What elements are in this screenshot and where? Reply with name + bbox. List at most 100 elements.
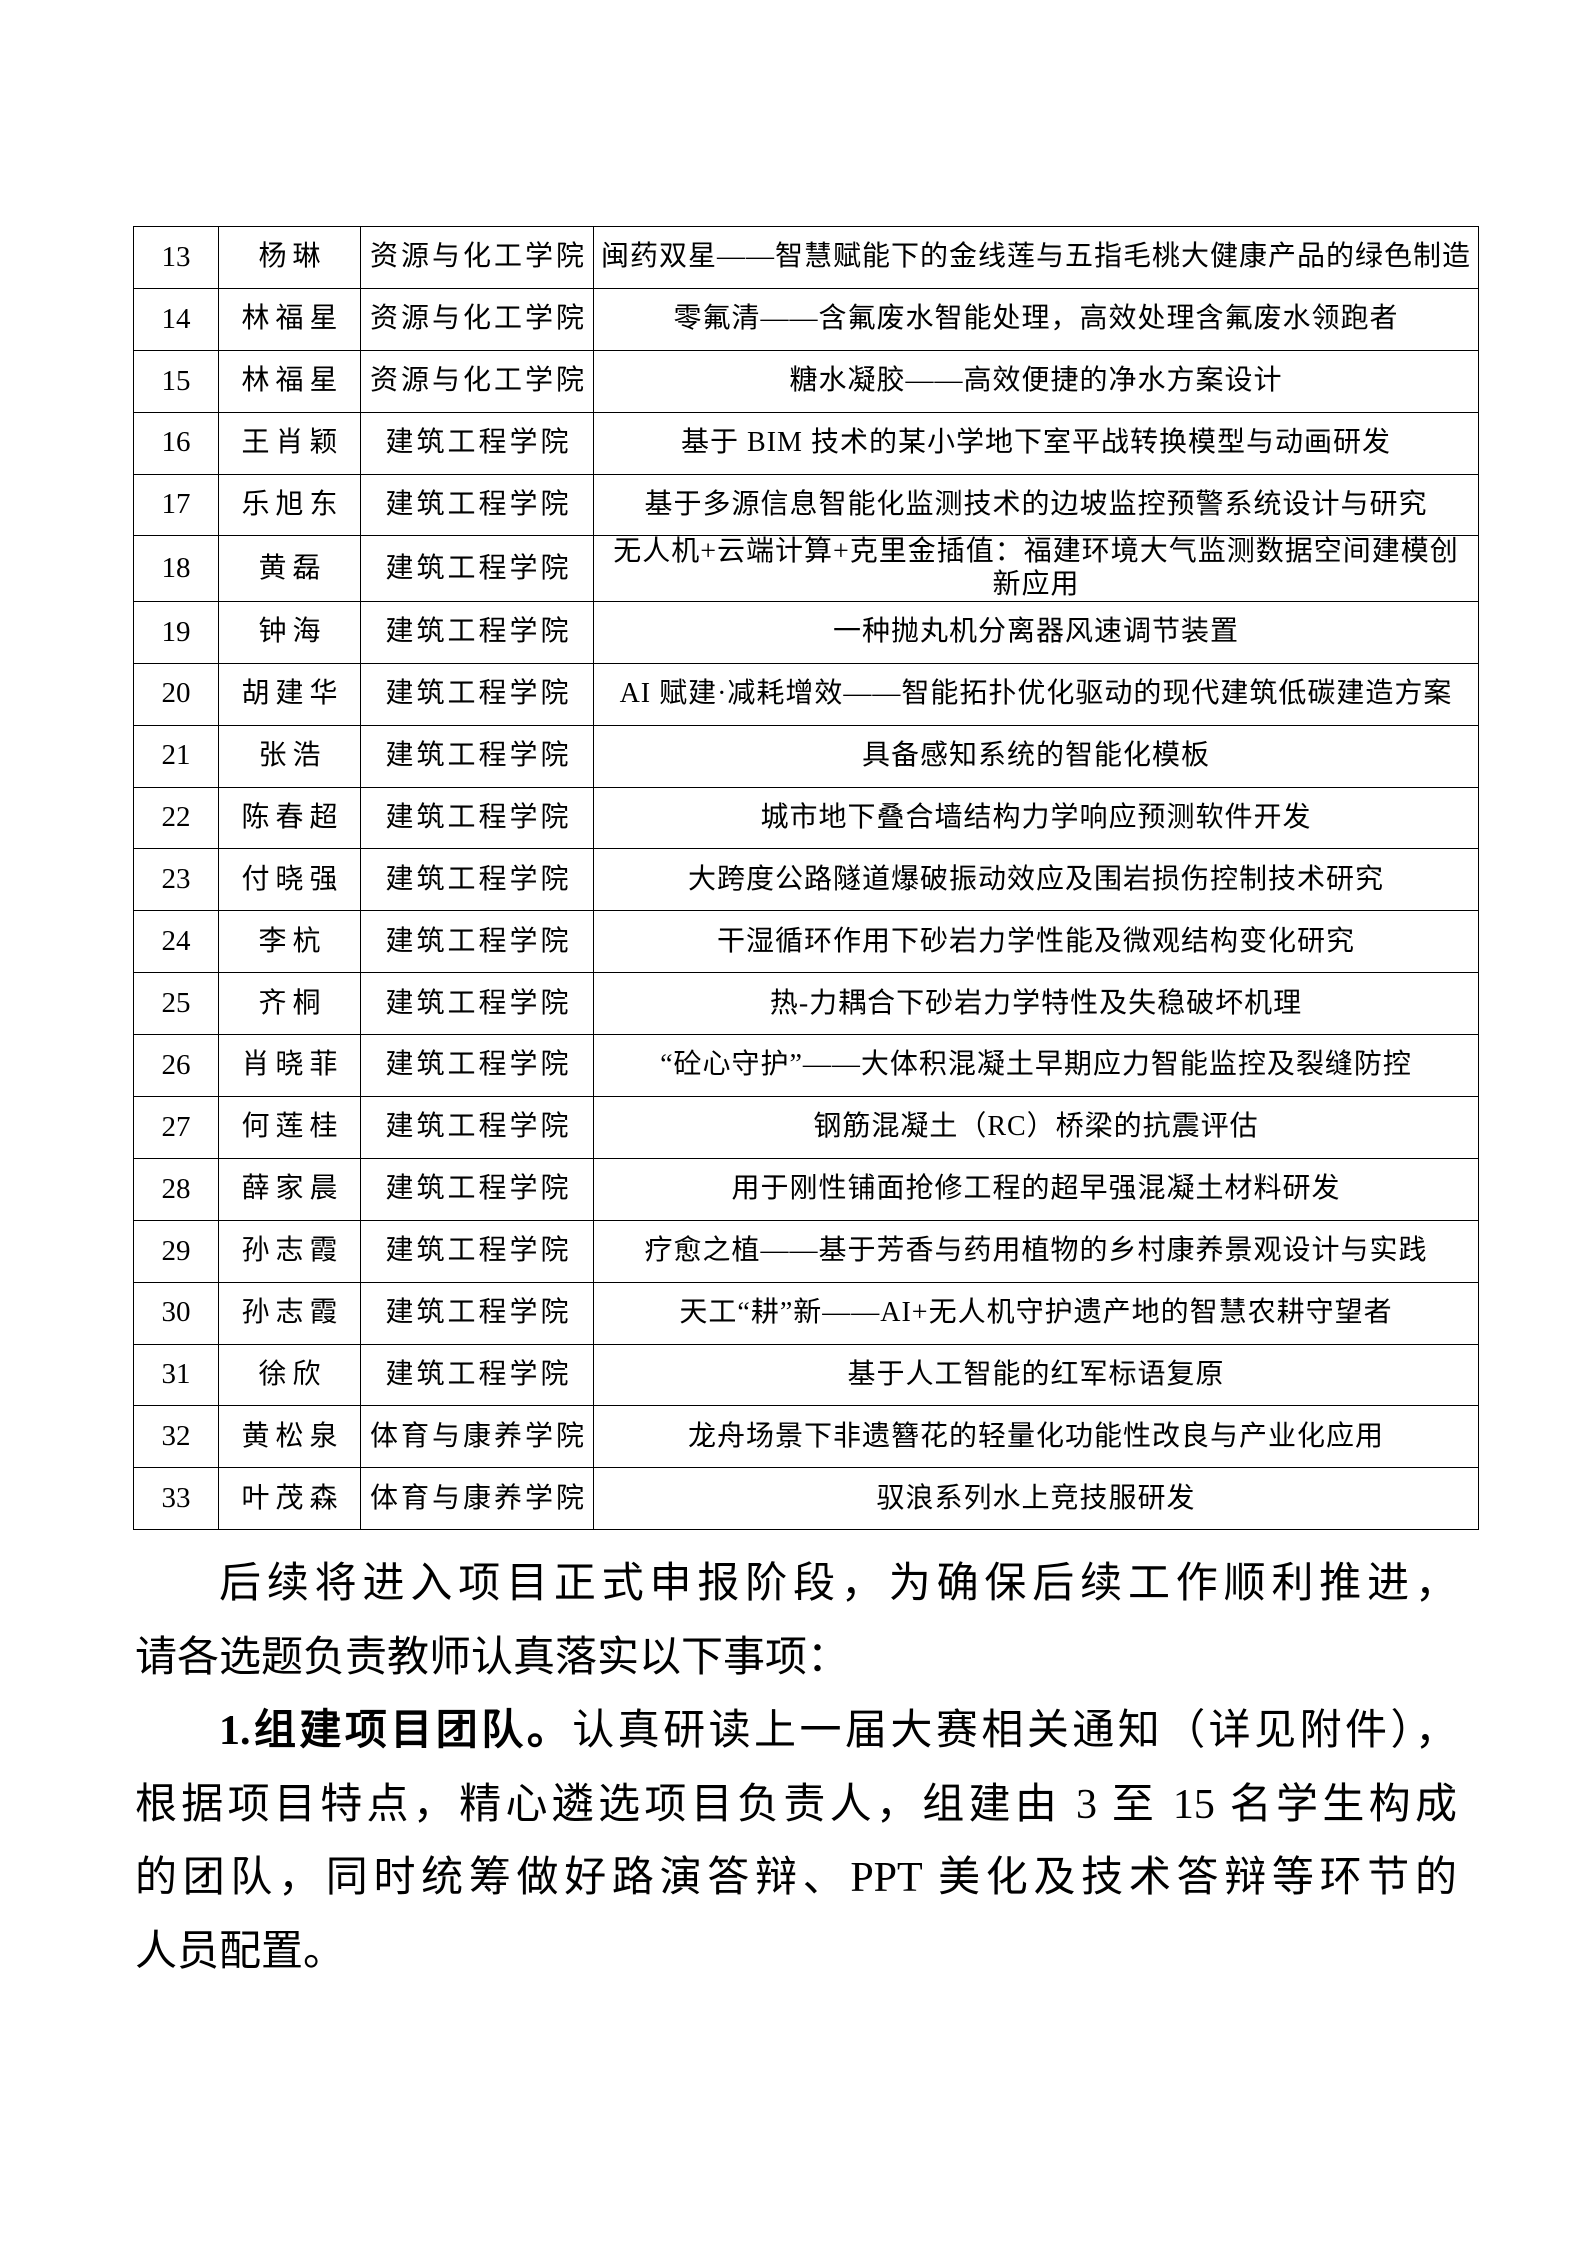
project-title: 闽药双星——智慧赋能下的金线莲与五指毛桃大健康产品的绿色制造 [593,226,1479,289]
row-number: 23 [133,848,219,912]
row-number: 28 [133,1157,219,1221]
college-name: 体育与康养学院 [360,1405,594,1469]
table-row: 25 齐桐 建筑工程学院 热-力耦合下砂岩力学特性及失稳破坏机理 [133,972,1479,1036]
project-title: 零氟清——含氟废水智能处理，高效处理含氟废水领跑者 [593,287,1479,351]
project-title: “砼心守护”——大体积混凝土早期应力智能监控及裂缝防控 [593,1034,1479,1097]
teacher-name: 陈春超 [218,786,361,850]
college-name: 建筑工程学院 [360,910,594,974]
row-number: 29 [133,1219,219,1283]
project-title: 龙舟场景下非遗簪花的轻量化功能性改良与产业化应用 [593,1405,1479,1469]
college-name: 资源与化工学院 [360,349,594,413]
teacher-name: 胡建华 [218,662,361,726]
teacher-name: 肖晓菲 [218,1034,361,1097]
college-name: 建筑工程学院 [360,600,594,664]
teacher-name: 杨琳 [218,226,361,289]
project-title: 具备感知系统的智能化模板 [593,724,1479,788]
teacher-name: 林福星 [218,287,361,351]
table-row: 15 林福星 资源与化工学院 糖水凝胶——高效便捷的净水方案设计 [133,349,1479,413]
teacher-name: 乐旭东 [218,473,361,537]
bold-segment: 1.组建项目团队。 [219,1708,573,1754]
project-title: 城市地下叠合墙结构力学响应预测软件开发 [593,786,1479,850]
table-row: 20 胡建华 建筑工程学院 AI 赋建·减耗增效——智能拓扑优化驱动的现代建筑低碳建造… [133,662,1479,726]
table-row: 14 林福星 资源与化工学院 零氟清——含氟废水智能处理，高效处理含氟废水领跑者 [133,287,1479,351]
body-line: 的团队，同时统筹做好路演答辩、PPT 美化及技术答辩等环节的 [135,1855,1457,1901]
teacher-name: 钟海 [218,600,361,664]
row-number: 13 [133,226,219,289]
teacher-name: 徐欣 [218,1343,361,1407]
table-row: 26 肖晓菲 建筑工程学院 “砼心守护”——大体积混凝土早期应力智能监控及裂缝防控 [133,1034,1479,1097]
project-title: 无人机+云端计算+克里金插值：福建环境大气监测数据空间建模创新应用 [593,535,1479,602]
college-name: 资源与化工学院 [360,226,594,289]
table-row: 19 钟海 建筑工程学院 一种抛丸机分离器风速调节装置 [133,600,1479,664]
teacher-name: 孙志霞 [218,1219,361,1283]
row-number: 22 [133,786,219,850]
project-title: 热-力耦合下砂岩力学特性及失稳破坏机理 [593,972,1479,1036]
row-number: 32 [133,1405,219,1469]
teacher-name: 李杭 [218,910,361,974]
row-number: 26 [133,1034,219,1097]
project-title: 一种抛丸机分离器风速调节装置 [593,600,1479,664]
row-number: 21 [133,724,219,788]
college-name: 建筑工程学院 [360,1157,594,1221]
teacher-name: 付晓强 [218,848,361,912]
project-title: 基于 BIM 技术的某小学地下室平战转换模型与动画研发 [593,411,1479,475]
row-number: 15 [133,349,219,413]
table-row: 22 陈春超 建筑工程学院 城市地下叠合墙结构力学响应预测软件开发 [133,786,1479,850]
college-name: 建筑工程学院 [360,411,594,475]
table-row: 24 李杭 建筑工程学院 干湿循环作用下砂岩力学性能及微观结构变化研究 [133,910,1479,974]
table-row: 16 王肖颖 建筑工程学院 基于 BIM 技术的某小学地下室平战转换模型与动画研发 [133,411,1479,475]
project-table-body: 13 杨琳 资源与化工学院 闽药双星——智慧赋能下的金线莲与五指毛桃大健康产品的绿色制… [133,226,1479,1531]
row-number: 33 [133,1467,219,1531]
body-line: 人员配置。 [135,1928,346,1975]
body-line: 1.组建项目团队。认真研读上一届大赛相关通知（详见附件）， [135,1695,1457,1769]
college-name: 建筑工程学院 [360,848,594,912]
project-title: 用于刚性铺面抢修工程的超早强混凝土材料研发 [593,1157,1479,1221]
teacher-name: 张浩 [218,724,361,788]
project-title: 钢筋混凝土（RC）桥梁的抗震评估 [593,1095,1479,1159]
table-row: 29 孙志霞 建筑工程学院 疗愈之植——基于芳香与药用植物的乡村康养景观设计与实践 [133,1219,1479,1283]
project-title: 基于人工智能的红军标语复原 [593,1343,1479,1407]
row-number: 24 [133,910,219,974]
body-line: 根据项目特点，精心遴选项目负责人，组建由 3 至 15 名学生构成 [135,1781,1457,1828]
college-name: 建筑工程学院 [360,972,594,1036]
project-title: 大跨度公路隧道爆破振动效应及围岩损伤控制技术研究 [593,848,1479,912]
project-title: 驭浪系列水上竞技服研发 [593,1467,1479,1531]
table-row: 30 孙志霞 建筑工程学院 天工“耕”新——AI+无人机守护遗产地的智慧农耕守望者 [133,1281,1479,1345]
body-line: 后续将进入项目正式申报阶段，为确保后续工作顺利推进， [219,1561,1457,1607]
row-number: 31 [133,1343,219,1407]
project-title: 基于多源信息智能化监测技术的边坡监控预警系统设计与研究 [593,473,1479,537]
teacher-name: 何莲桂 [218,1095,361,1159]
table-row: 13 杨琳 资源与化工学院 闽药双星——智慧赋能下的金线莲与五指毛桃大健康产品的绿色制… [133,226,1479,289]
teacher-name: 叶茂森 [218,1467,361,1531]
teacher-name: 孙志霞 [218,1281,361,1345]
project-title: 疗愈之植——基于芳香与药用植物的乡村康养景观设计与实践 [593,1219,1479,1283]
college-name: 建筑工程学院 [360,1095,594,1159]
project-title: 天工“耕”新——AI+无人机守护遗产地的智慧农耕守望者 [593,1281,1479,1345]
table-row: 17 乐旭东 建筑工程学院 基于多源信息智能化监测技术的边坡监控预警系统设计与研究 [133,473,1479,537]
college-name: 建筑工程学院 [360,1281,594,1345]
teacher-name: 黄磊 [218,535,361,602]
table-row: 32 黄松泉 体育与康养学院 龙舟场景下非遗簪花的轻量化功能性改良与产业化应用 [133,1405,1479,1469]
college-name: 体育与康养学院 [360,1467,594,1531]
table-row: 18 黄磊 建筑工程学院 无人机+云端计算+克里金插值：福建环境大气监测数据空间建模创… [133,535,1479,602]
table-row: 28 薛家晨 建筑工程学院 用于刚性铺面抢修工程的超早强混凝土材料研发 [133,1157,1479,1221]
row-number: 16 [133,411,219,475]
teacher-name: 薛家晨 [218,1157,361,1221]
teacher-name: 齐桐 [218,972,361,1036]
row-number: 14 [133,287,219,351]
row-number: 17 [133,473,219,537]
table-row: 27 何莲桂 建筑工程学院 钢筋混凝土（RC）桥梁的抗震评估 [133,1095,1479,1159]
college-name: 建筑工程学院 [360,535,594,602]
project-title: 干湿循环作用下砂岩力学性能及微观结构变化研究 [593,910,1479,974]
row-number: 27 [133,1095,219,1159]
line-text: 认真研读上一届大赛相关通知（详见附件）， [572,1708,1457,1754]
teacher-name: 黄松泉 [218,1405,361,1469]
table-row: 21 张浩 建筑工程学院 具备感知系统的智能化模板 [133,724,1479,788]
body-line: 请各选题负责教师认真落实以下事项： [135,1634,850,1681]
project-list-table: 13 杨琳 资源与化工学院 闽药双星——智慧赋能下的金线莲与五指毛桃大健康产品的绿色制… [133,226,1479,1531]
table-row: 23 付晓强 建筑工程学院 大跨度公路隧道爆破振动效应及围岩损伤控制技术研究 [133,848,1479,912]
teacher-name: 王肖颖 [218,411,361,475]
row-number: 19 [133,600,219,664]
college-name: 建筑工程学院 [360,473,594,537]
